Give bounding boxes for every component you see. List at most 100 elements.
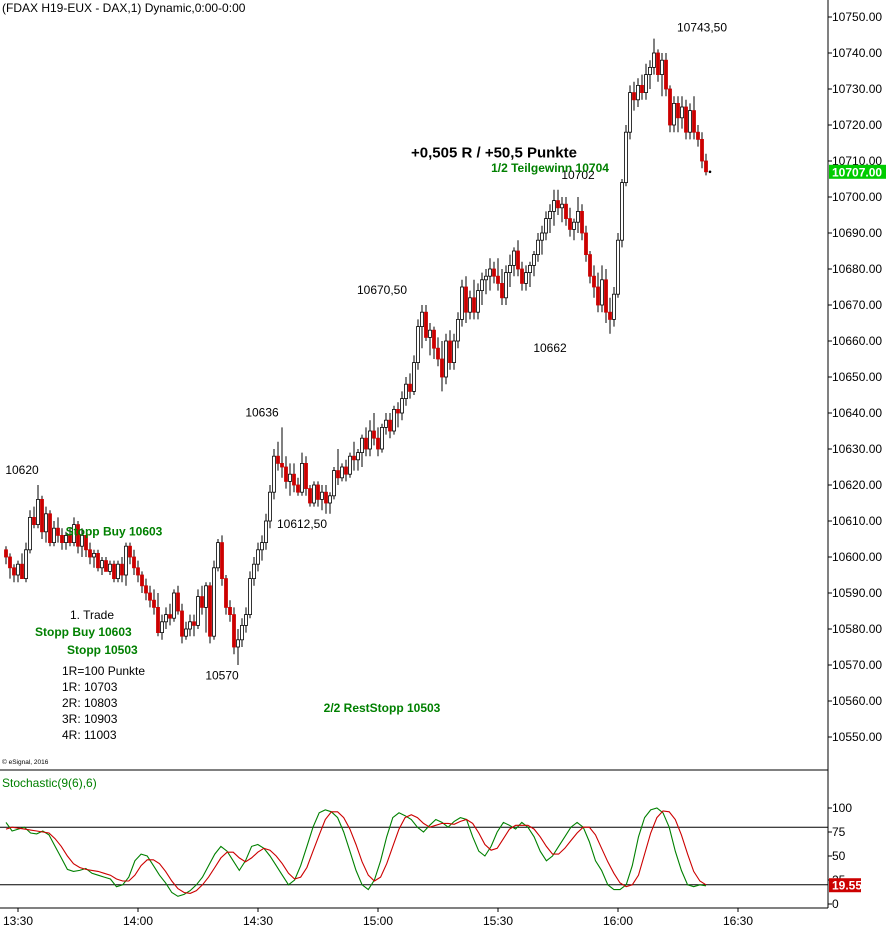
candle [264,513,268,550]
candle-body [556,200,560,209]
candle [648,60,652,89]
candle [372,413,376,446]
candle [112,560,116,583]
candle-body [300,462,304,493]
trade-plan-line: 1R: 10703 [62,680,118,694]
candle-body [648,67,652,76]
price-annotation: 10612,50 [277,517,327,531]
candle [520,261,524,291]
candle-body [140,574,144,587]
candle [328,492,332,514]
candle-body [216,542,220,569]
candle-body [480,279,484,291]
candle [284,456,288,489]
candle-body [156,607,160,634]
candle [464,276,468,323]
candle-body [616,239,620,295]
candle [120,557,124,583]
candle-body [388,419,392,432]
candle [56,517,60,543]
candle-body [104,560,108,572]
candle [428,323,432,356]
candle-body [252,563,256,580]
candle-body [564,203,568,219]
candle-body [144,585,148,594]
candle [304,456,308,496]
chart-title: (FDAX H19-EUX - DAX,1) Dynamic,0:00-0:00 [2,1,246,15]
candle [160,614,164,640]
candle [360,434,364,467]
stochastic-title: Stochastic(9(6),6) [2,776,97,790]
candle-body [432,329,436,349]
candle [460,279,464,327]
price-axis[interactable]: 10550.00 10560.00 10570.00 10580.00 10590.00… [828,10,886,744]
price-tick-label: 10590.00 [832,586,882,600]
candle [524,265,528,291]
candle [216,539,220,572]
candle [232,607,236,655]
candle [672,96,676,133]
candle-body [192,621,196,626]
candle [8,553,12,579]
candle [700,132,704,169]
candle-body [428,329,432,338]
candle-body [164,614,168,623]
candle [444,333,448,385]
candle-body [684,106,688,133]
candle [12,564,16,583]
candle [44,506,48,543]
candle [80,528,84,557]
candle [156,593,160,637]
price-tick-label: 10620.00 [832,478,882,492]
candle-body [64,535,68,544]
candle-body [96,553,100,569]
candle [600,265,604,313]
stochastic-panel[interactable]: Stochastic(9(6),6) [0,776,828,897]
price-tick-label: 10600.00 [832,550,882,564]
candle [476,283,480,320]
trade-plan-line: 4R: 11003 [62,728,117,742]
last-price-label: 10707.00 [832,165,882,179]
candle-body [232,614,236,648]
candle-body [488,268,492,277]
candle [340,463,344,482]
candle-body [348,455,352,475]
candle [644,63,648,100]
candle-body [672,103,676,126]
candle-body [244,614,248,626]
candle-body [404,383,408,400]
candle-body [524,272,528,284]
candle-body [308,488,312,504]
price-annotation: 10636 [245,406,279,420]
candle [68,528,72,547]
candle [556,189,560,215]
time-tick-label: 16:30 [723,914,753,928]
candle-body [204,585,208,608]
candle-body [604,279,608,313]
stochastic-axis[interactable]: 025507510019.55 [828,801,862,911]
candle-body [456,318,460,342]
candle [28,510,32,554]
candle [432,326,436,359]
candle-body [200,596,204,608]
candle [592,265,596,298]
candle [532,251,536,277]
candle [572,218,576,241]
candle [76,521,80,554]
candle [596,272,600,313]
candle-body [652,52,656,68]
candle-body [332,470,336,497]
candle [244,607,248,633]
price-annotation: Stopp Buy 10603 [66,524,163,538]
price-annotation: 10743,50 [677,20,727,34]
candle [204,582,208,633]
candle-body [212,567,216,637]
candle [684,99,688,140]
price-annotation: +0,505 R / +50,5 Punkte [411,144,577,161]
time-axis[interactable]: 13:30 14:00 14:30 15:00 15:30 16:00 16:30 [3,908,753,928]
price-panel[interactable]: 10620 Stopp Buy 10603 10636 10612,50 10570 10… [0,0,829,909]
candle [544,211,548,241]
candle [364,427,368,457]
candle [508,254,512,287]
stochastic-tick-label: 75 [832,825,846,839]
